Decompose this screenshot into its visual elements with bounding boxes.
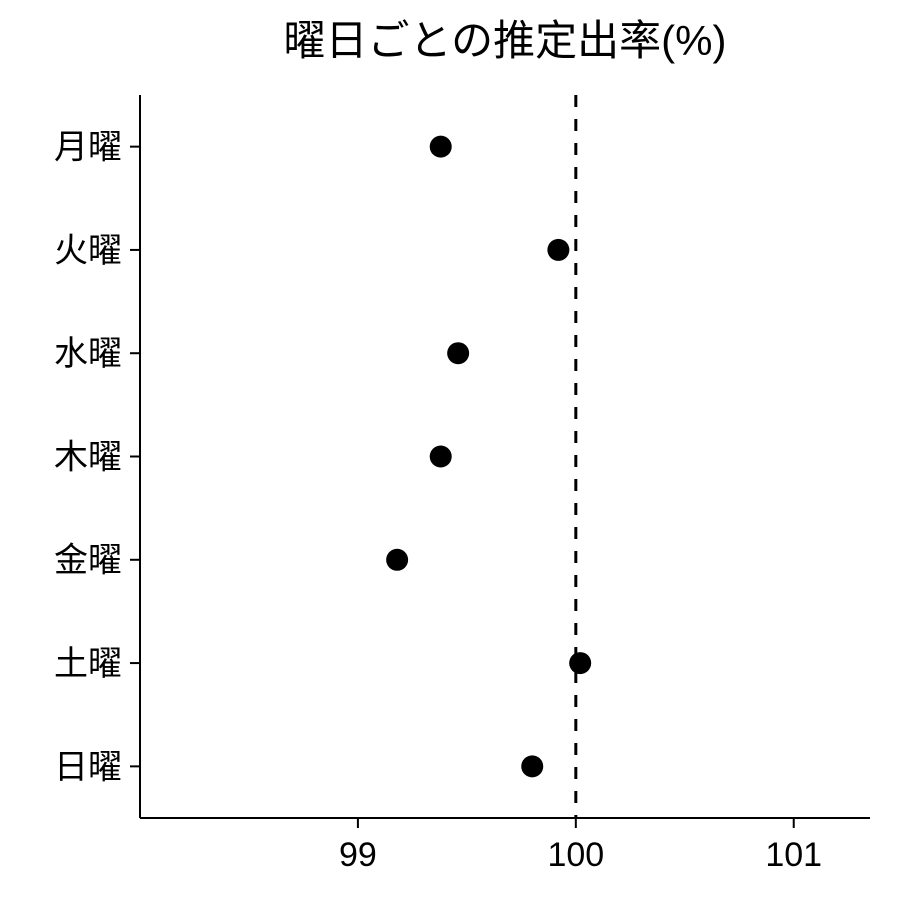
data-point	[386, 549, 408, 571]
y-tick-label: 水曜	[54, 335, 122, 373]
y-tick-label: 木曜	[54, 438, 122, 476]
y-tick-label: 火曜	[54, 232, 122, 270]
data-point	[430, 446, 452, 468]
y-tick-label: 金曜	[54, 542, 122, 580]
y-tick-label: 日曜	[54, 748, 122, 786]
x-tick-label: 99	[339, 836, 377, 874]
x-tick-label: 101	[765, 836, 822, 874]
x-tick-label: 100	[547, 836, 604, 874]
chart-container: 曜日ごとの推定出率(%) 99 100 101 月曜火曜水曜木曜金曜土曜日曜	[0, 0, 900, 900]
chart-title: 曜日ごとの推定出率(%)	[284, 17, 727, 64]
dot-chart: 曜日ごとの推定出率(%) 99 100 101 月曜火曜水曜木曜金曜土曜日曜	[0, 0, 900, 900]
chart-background	[0, 0, 900, 900]
data-point	[547, 239, 569, 261]
data-point	[521, 755, 543, 777]
data-point	[430, 136, 452, 158]
data-point	[447, 342, 469, 364]
data-point	[569, 652, 591, 674]
y-tick-label: 土曜	[54, 645, 122, 683]
y-tick-label: 月曜	[54, 129, 122, 167]
